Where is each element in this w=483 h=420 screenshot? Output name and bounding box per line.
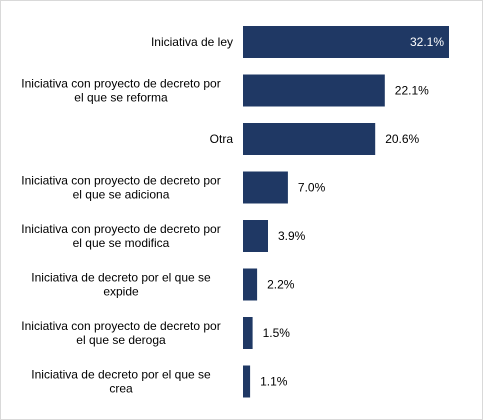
category-label-line: el que se deroga	[76, 333, 166, 347]
category-label-5: Iniciativa de decreto por el que se expid…	[31, 271, 211, 299]
category-label-line: Iniciativa de decreto por el que se	[31, 368, 211, 382]
bar-4	[243, 220, 268, 252]
category-label-6: Iniciativa con proyecto de decreto por el…	[21, 319, 220, 347]
value-label-6: 1.5%	[263, 326, 291, 340]
category-label-line: el que se modifica	[73, 236, 170, 250]
value-label-7: 1.1%	[260, 375, 288, 389]
value-label-0: 32.1%	[410, 35, 444, 49]
category-label-4: Iniciativa con proyecto de decreto por el…	[21, 222, 220, 250]
value-label-1: 22.1%	[395, 84, 429, 98]
bar-2	[243, 123, 376, 155]
category-label-line: el que se reforma	[74, 91, 168, 105]
bar-5	[243, 268, 258, 301]
value-label-3: 7.0%	[298, 181, 326, 195]
category-label-line: Iniciativa con proyecto de decreto por	[21, 77, 220, 91]
bar-1	[243, 74, 385, 107]
bar-3	[243, 171, 288, 204]
category-label-0: Iniciativa de ley	[151, 35, 233, 49]
category-label-line: Iniciativa con proyecto de decreto por	[21, 174, 220, 188]
category-label-line: crea	[109, 382, 133, 396]
category-label-7: Iniciativa de decreto por el que se crea	[31, 368, 211, 396]
category-label-3: Iniciativa con proyecto de decreto por el…	[21, 174, 220, 202]
category-label-line: Iniciativa de decreto por el que se	[31, 271, 211, 285]
bar-7	[243, 365, 251, 398]
value-label-5: 2.2%	[267, 278, 295, 292]
category-label-line: expide	[103, 285, 139, 299]
category-label-line: Otra	[210, 132, 234, 146]
bar-6	[243, 317, 253, 349]
bar-0	[243, 26, 449, 58]
category-label-line: el que se adiciona	[73, 188, 170, 202]
category-label-1: Iniciativa con proyecto de decreto por el…	[21, 77, 220, 105]
category-label-line: Iniciativa con proyecto de decreto por	[21, 222, 220, 236]
category-label-2: Otra	[210, 132, 234, 146]
value-label-2: 20.6%	[385, 132, 419, 146]
category-label-line: Iniciativa con proyecto de decreto por	[21, 319, 220, 333]
value-label-4: 3.9%	[278, 229, 306, 243]
category-label-line: Iniciativa de ley	[151, 35, 233, 49]
